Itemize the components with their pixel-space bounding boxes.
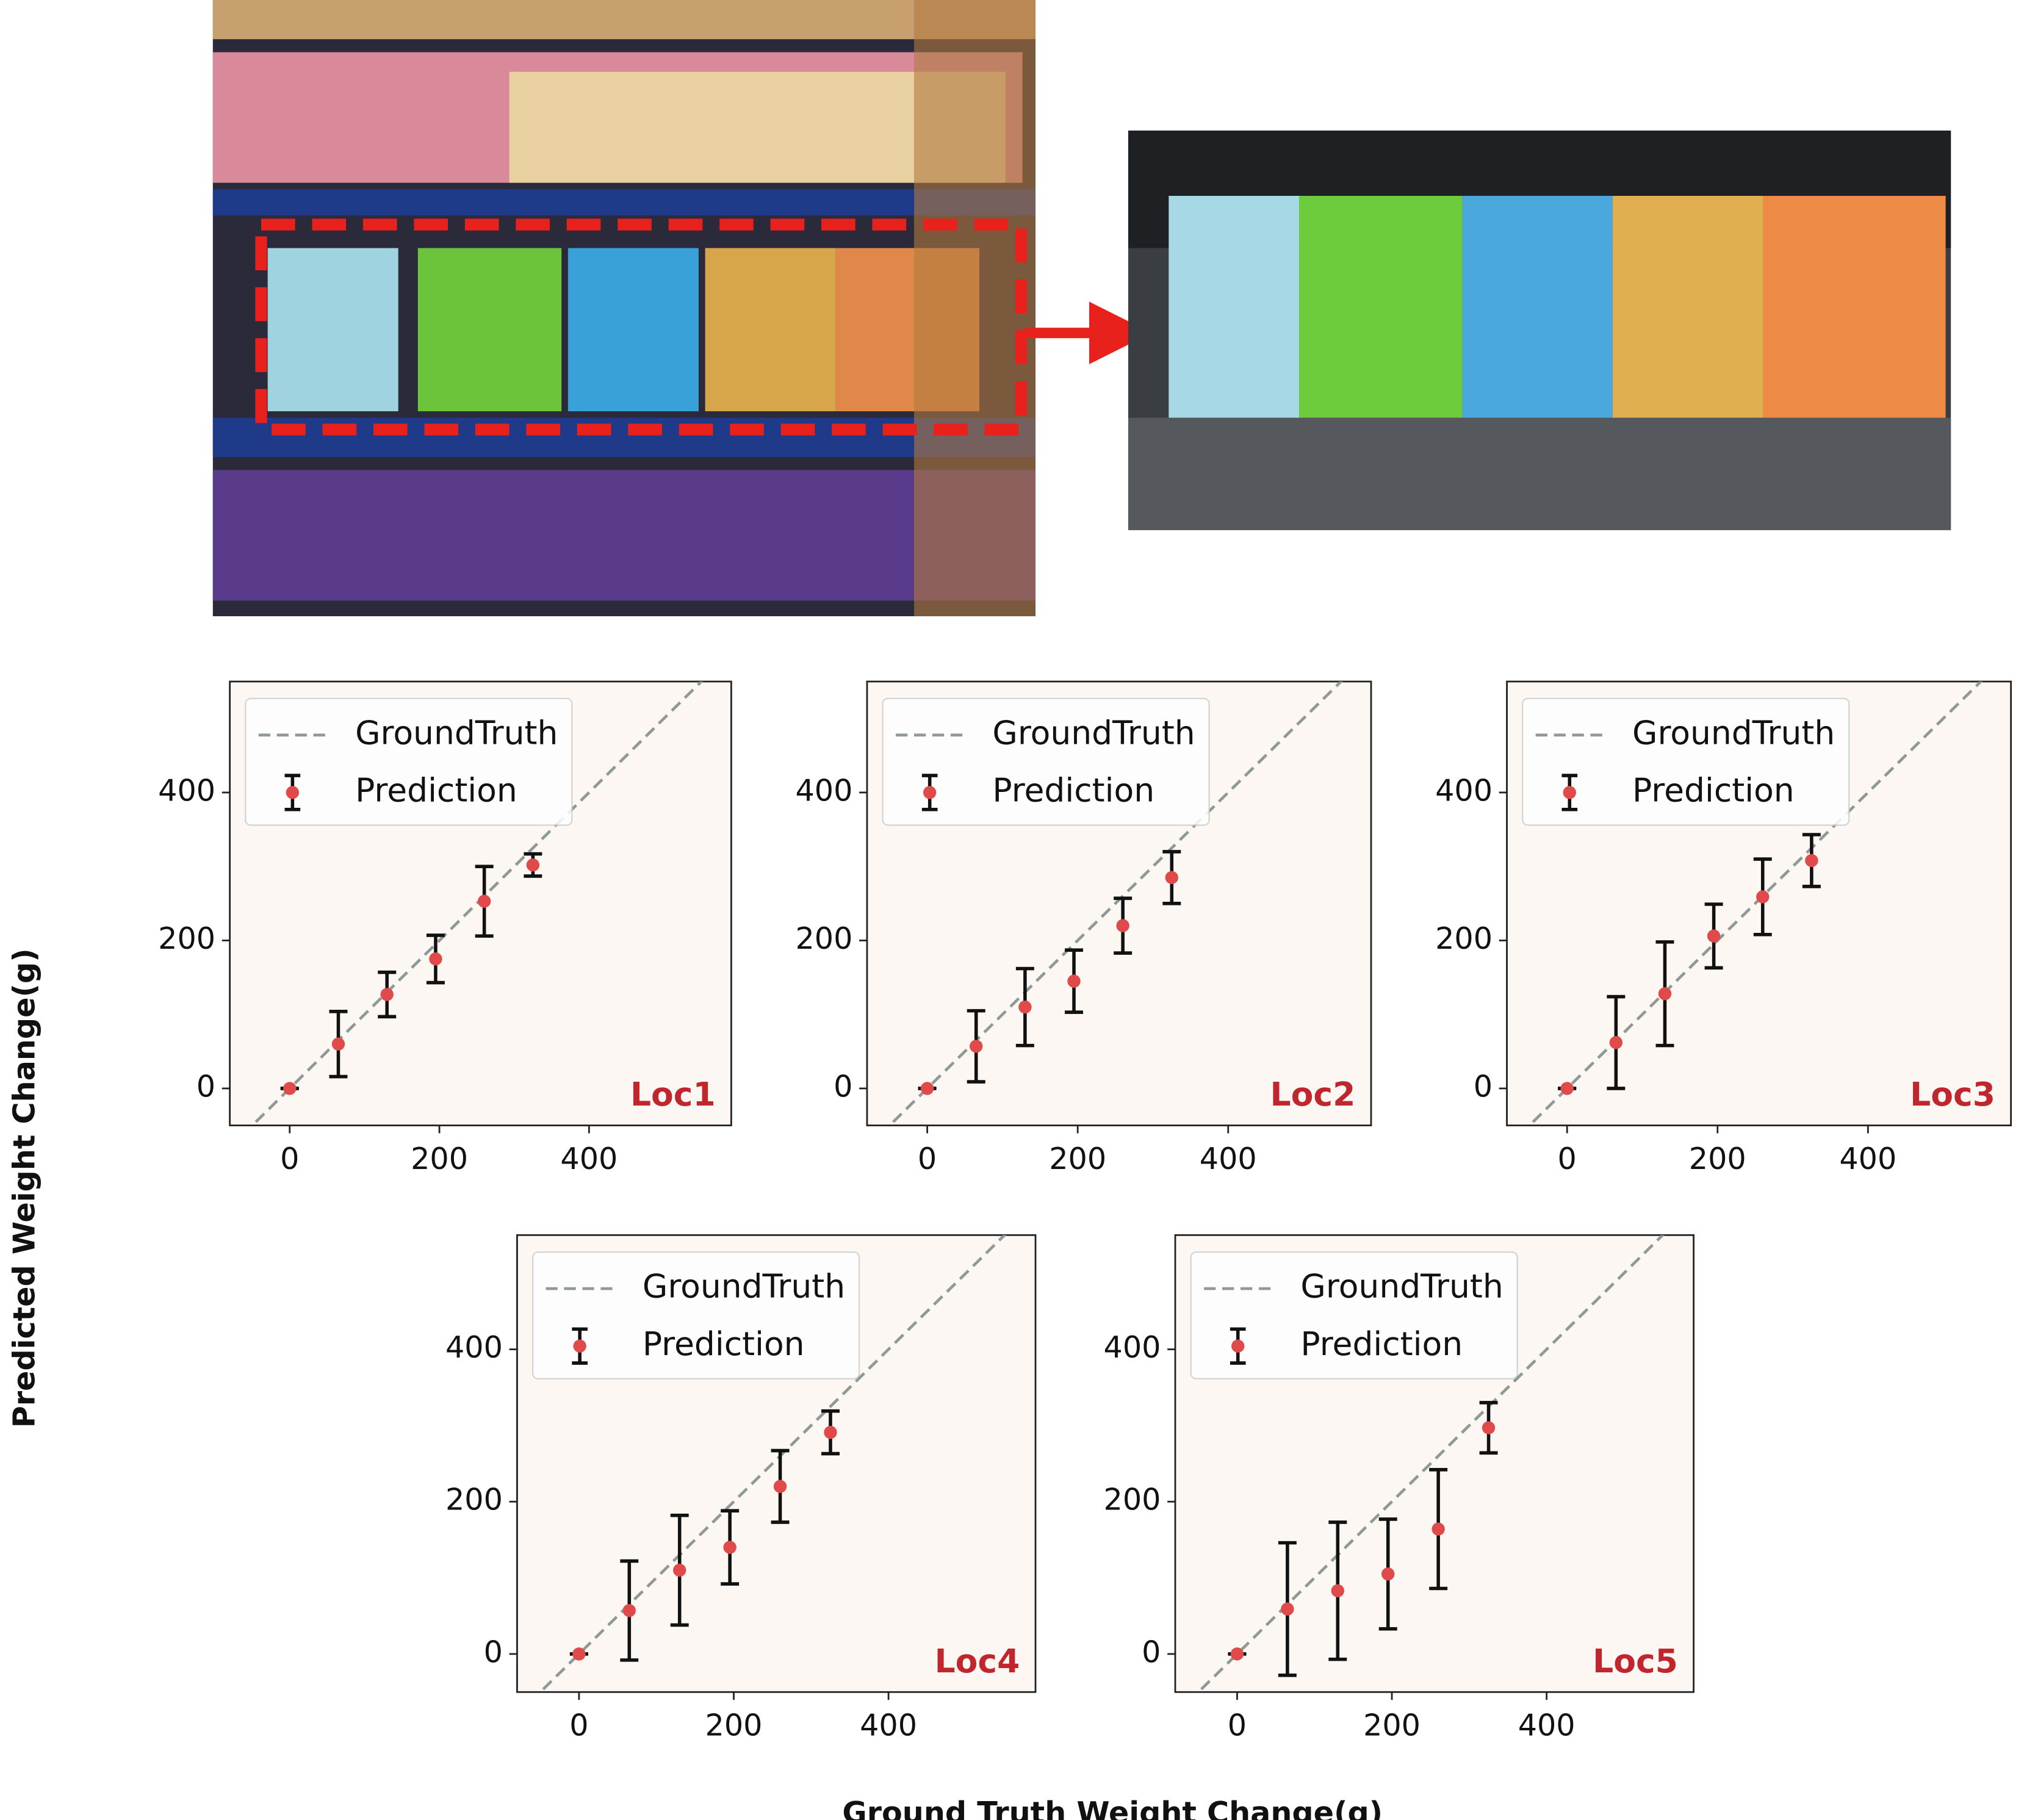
x-tick-label: 400 [1839,1141,1896,1176]
x-tick-label: 200 [411,1141,468,1176]
y-axis-label: Predicted Weight Change(g) [6,948,41,1428]
x-tick-label: 400 [1200,1141,1257,1176]
point [1482,1421,1496,1434]
x-tick-label: 0 [1558,1141,1577,1176]
point [283,1082,297,1095]
y-tick-label: 400 [1104,1329,1161,1365]
point [526,858,540,872]
legend-box [532,1251,860,1379]
point [477,894,491,908]
y-tick-label: 0 [834,1068,852,1104]
point [1560,1082,1574,1095]
point [331,1037,345,1051]
panel-annotation: Loc3 [1910,1075,1995,1113]
point [1067,974,1081,988]
panel: 0 200 400 0 200 400 GroundTruth Prediction Loc5 [1104,1234,1694,1743]
point [1707,929,1721,943]
ground-truth-line [538,1235,1007,1692]
legend-label: Prediction [992,771,1154,810]
panel-annotation: Loc1 [630,1075,716,1113]
point [824,1425,837,1439]
y-tick-label: 400 [1435,772,1493,808]
point [1165,871,1178,885]
legend-point [923,786,937,799]
x-tick-label: 0 [280,1141,299,1176]
legend-box [882,697,1210,826]
test-photo [1128,130,1951,530]
y-tick-label: 200 [1104,1482,1161,1517]
y-tick-label: 200 [1435,921,1493,956]
x-tick-label: 200 [1689,1141,1746,1176]
x-tick-label: 200 [1049,1141,1106,1176]
legend-label: GroundTruth [992,713,1195,752]
y-tick-label: 0 [1142,1634,1161,1669]
legend-label: Prediction [355,771,517,810]
ground-truth-line [1196,1235,1665,1692]
point [572,1647,586,1661]
x-tick-label: 0 [569,1708,588,1743]
panel: 0 200 400 0 200 400 GroundTruth Prediction Loc4 [445,1234,1037,1743]
point [773,1480,787,1493]
point [1018,1000,1032,1014]
y-tick-label: 200 [158,921,215,956]
point [673,1563,686,1577]
point [1432,1522,1445,1536]
x-tick-label: 400 [1518,1708,1576,1743]
x-tick-label: 0 [918,1141,937,1176]
legend-point [573,1339,586,1353]
x-tick-label: 200 [705,1708,763,1743]
panel: 0 200 400 0 200 400 GroundTruth Prediction Loc3 [1435,680,2012,1176]
legend-label: Prediction [1300,1325,1463,1363]
panel-annotation: Loc5 [1593,1642,1678,1680]
point [1116,919,1129,932]
point [1609,1036,1623,1049]
legend-label: GroundTruth [1300,1267,1503,1306]
legend-box [1522,697,1850,826]
x-tick-label: 0 [1228,1708,1247,1743]
legend-label: Prediction [1632,771,1795,810]
point [920,1082,934,1095]
y-tick-label: 200 [795,921,852,956]
legend-point [1563,786,1576,799]
y-tick-label: 0 [484,1634,503,1669]
point [380,988,394,1001]
point [1331,1584,1344,1597]
point [1230,1647,1244,1661]
point [429,952,442,966]
panel: 0 200 400 0 200 400 GroundTruth Prediction Loc1 [158,680,732,1176]
y-tick-label: 0 [1474,1068,1493,1104]
point [622,1604,636,1617]
legend-box [1190,1251,1518,1379]
y-tick-label: 0 [196,1068,215,1104]
point [1805,854,1818,868]
panel: 0 200 400 0 200 400 GroundTruth Prediction Loc2 [795,680,1372,1176]
point [1281,1602,1294,1616]
point [723,1541,736,1554]
point [1381,1567,1395,1581]
point [1658,987,1672,1001]
legend-label: GroundTruth [643,1267,845,1306]
x-tick-label: 400 [860,1708,917,1743]
y-tick-label: 400 [445,1329,503,1365]
legend-point [286,786,300,799]
y-tick-label: 400 [795,772,852,808]
shelf-photo [212,0,1152,617]
y-tick-label: 200 [445,1482,503,1517]
y-tick-label: 400 [158,772,215,808]
legend-label: GroundTruth [1632,713,1835,752]
x-tick-label: 400 [560,1141,618,1176]
legend-point [1231,1339,1245,1353]
legend-box [245,697,573,826]
panel-annotation: Loc4 [935,1642,1020,1680]
panel-annotation: Loc2 [1270,1075,1356,1113]
legend-label: GroundTruth [355,713,558,752]
x-tick-label: 200 [1363,1708,1421,1743]
legend-label: Prediction [643,1325,805,1363]
x-axis-label: Ground Truth Weight Change(g) [842,1795,1383,1820]
point [970,1040,983,1053]
point [1756,890,1770,904]
